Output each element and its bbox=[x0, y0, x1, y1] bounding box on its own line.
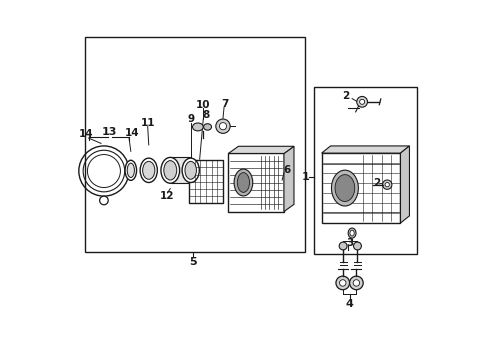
Ellipse shape bbox=[331, 170, 358, 206]
Polygon shape bbox=[321, 146, 408, 153]
Circle shape bbox=[382, 180, 391, 189]
Text: 14: 14 bbox=[124, 128, 139, 138]
Circle shape bbox=[356, 96, 367, 107]
Text: 2: 2 bbox=[373, 178, 380, 188]
Ellipse shape bbox=[334, 175, 354, 202]
Circle shape bbox=[339, 280, 346, 286]
Ellipse shape bbox=[161, 157, 179, 183]
Text: 7: 7 bbox=[221, 99, 228, 109]
Circle shape bbox=[339, 242, 346, 250]
Bar bbox=[228, 153, 284, 212]
Text: 3: 3 bbox=[345, 238, 352, 248]
Circle shape bbox=[352, 280, 359, 286]
Text: 4: 4 bbox=[345, 299, 353, 309]
Circle shape bbox=[359, 99, 364, 104]
Text: 1: 1 bbox=[301, 172, 308, 183]
Circle shape bbox=[353, 242, 361, 250]
Ellipse shape bbox=[203, 124, 211, 130]
Ellipse shape bbox=[163, 161, 176, 180]
Circle shape bbox=[349, 276, 363, 290]
Ellipse shape bbox=[127, 163, 134, 177]
Text: 8: 8 bbox=[202, 111, 209, 121]
Ellipse shape bbox=[347, 228, 355, 238]
Text: 12: 12 bbox=[159, 192, 174, 202]
Text: 13: 13 bbox=[101, 127, 117, 136]
Ellipse shape bbox=[142, 161, 155, 179]
Polygon shape bbox=[400, 146, 408, 223]
Text: 5: 5 bbox=[188, 257, 196, 267]
Polygon shape bbox=[284, 146, 293, 212]
Circle shape bbox=[215, 119, 230, 134]
Bar bbox=[321, 153, 400, 223]
Text: 9: 9 bbox=[187, 114, 195, 124]
Text: 2: 2 bbox=[341, 91, 348, 102]
Ellipse shape bbox=[140, 158, 157, 183]
Text: 10: 10 bbox=[195, 100, 210, 110]
Ellipse shape bbox=[349, 230, 353, 236]
Circle shape bbox=[384, 183, 388, 187]
Text: 6: 6 bbox=[283, 165, 290, 175]
Circle shape bbox=[219, 123, 226, 130]
Ellipse shape bbox=[125, 160, 136, 180]
Bar bbox=[188, 160, 223, 203]
Circle shape bbox=[100, 196, 108, 205]
Text: 11: 11 bbox=[141, 118, 155, 128]
Bar bbox=[314, 87, 416, 253]
Ellipse shape bbox=[237, 173, 249, 192]
Ellipse shape bbox=[234, 169, 252, 196]
Ellipse shape bbox=[192, 123, 203, 131]
Polygon shape bbox=[228, 146, 293, 153]
Circle shape bbox=[335, 276, 349, 290]
Bar bbox=[169, 157, 189, 183]
Text: 14: 14 bbox=[78, 129, 93, 139]
Bar bbox=[85, 37, 305, 252]
Ellipse shape bbox=[184, 161, 196, 179]
Ellipse shape bbox=[182, 158, 199, 183]
